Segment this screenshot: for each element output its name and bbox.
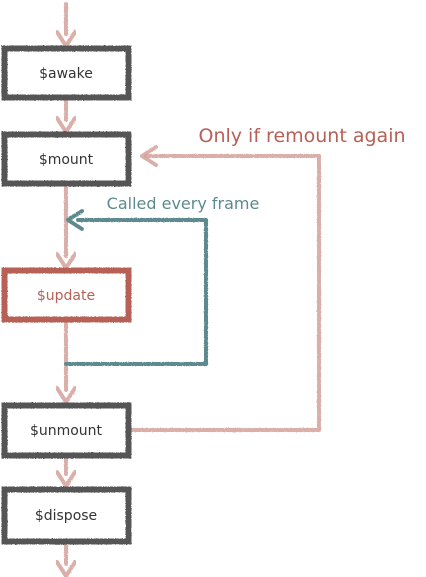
node-box-inner [4, 489, 129, 542]
node-label: $awake [39, 66, 93, 82]
update-loop [64, 209, 208, 366]
node-update: $update [1, 267, 132, 323]
node-box-inner [4, 270, 129, 320]
node-label: $mount [39, 152, 94, 168]
node-label: $unmount [30, 423, 103, 439]
node-box [1, 45, 132, 101]
node-box [1, 402, 132, 459]
loop-connector [64, 218, 208, 366]
node-unmount: $unmount [1, 402, 132, 459]
node-box [1, 267, 132, 323]
remount-connector [129, 154, 321, 432]
node-awake: $awake [1, 45, 132, 101]
node-box-inner [4, 134, 129, 184]
node-box [1, 131, 132, 187]
node-label: $update [37, 288, 95, 304]
flow-arrowhead-bottom [55, 560, 77, 577]
loop-arrowhead [66, 209, 84, 231]
flow-arrowhead-dispose [55, 470, 77, 488]
remount-path [129, 145, 321, 432]
remount-arrowhead [140, 145, 158, 167]
node-dispose: $dispose [1, 486, 132, 545]
node-label: $dispose [35, 508, 97, 524]
flow-arrowhead-unmount [55, 386, 77, 404]
node-box-inner [4, 48, 129, 98]
node-box [1, 486, 132, 545]
loop-label: Called every frame [107, 194, 260, 213]
remount-label: Only if remount again [198, 125, 405, 147]
node-box-inner [4, 405, 129, 456]
node-mount: $mount [1, 131, 132, 187]
